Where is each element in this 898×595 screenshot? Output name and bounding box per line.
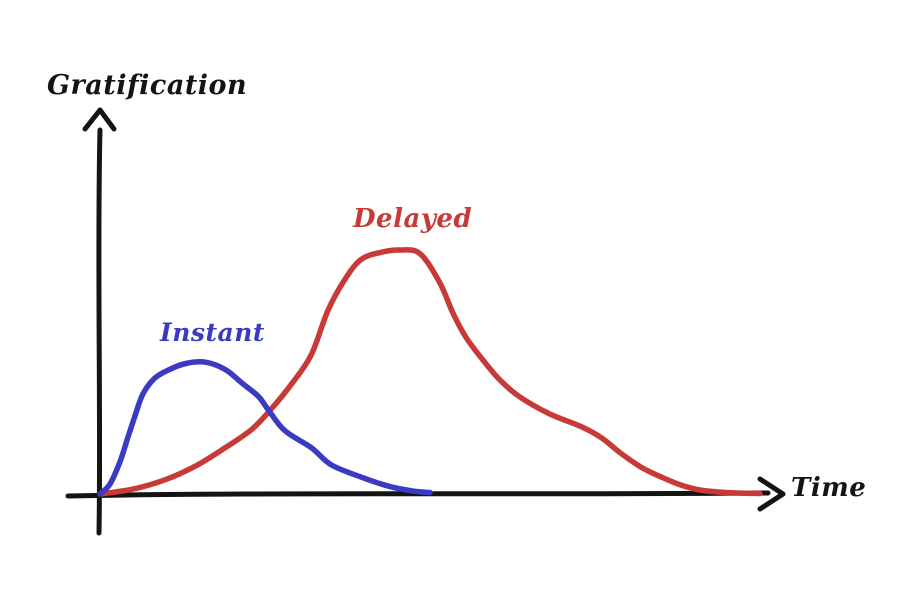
y-axis-label: Gratification bbox=[47, 70, 248, 101]
x-axis-arrowhead-icon bbox=[757, 476, 786, 512]
x-axis-label: Time bbox=[791, 473, 867, 503]
series-label-delayed: Delayed bbox=[353, 204, 473, 234]
delayed-gratification-curve bbox=[97, 247, 763, 497]
x-axis-line bbox=[65, 490, 771, 499]
x-axis bbox=[65, 476, 786, 512]
y-axis-line bbox=[96, 127, 103, 536]
instant-gratification-curve bbox=[97, 359, 433, 497]
series-label-instant: Instant bbox=[160, 318, 265, 347]
y-axis bbox=[82, 107, 117, 536]
y-axis-arrowhead-icon bbox=[82, 107, 117, 132]
